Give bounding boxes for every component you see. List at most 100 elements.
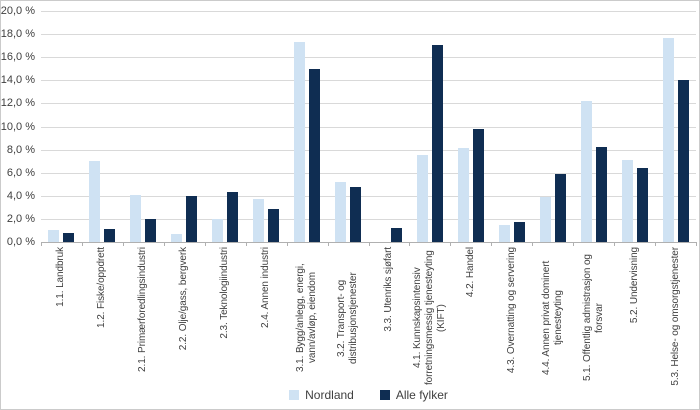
y-axis-tick-label: 10,0 %: [0, 120, 35, 133]
bar-group-3-3-utenriks-sj-fart: [369, 11, 410, 242]
x-axis-cell: 1.1. Landbruk: [41, 247, 82, 389]
plot-area: [41, 11, 696, 243]
y-axis-tick-label: 16,0 %: [0, 51, 35, 64]
gridline: [41, 218, 696, 220]
x-axis-cell: 5.1. Offentlig admistrasjon og forsvar: [573, 247, 614, 389]
axis-tick: [532, 242, 534, 246]
x-axis-category-label: 4.4. Annen privat dominert tjenesteyting: [540, 260, 564, 376]
bar-nordland: [539, 197, 551, 242]
y-axis-tick-label: 12,0 %: [0, 97, 35, 110]
gridline: [41, 11, 696, 12]
x-axis-category-label: 3.2. Transport- og distribusjonstjeneste…: [336, 272, 360, 364]
gridline: [41, 34, 696, 36]
bar-alle-fylker: [186, 195, 198, 242]
x-axis-cell: 1.2. Fiske/oppdrett: [82, 247, 123, 389]
bar-alle-fylker: [390, 228, 402, 242]
x-axis-cell: 3.1. Bygg/anlegg, energi, vann/avløp, ei…: [287, 247, 328, 389]
bar-group-4-1-kunnskapsintensiv-forretni: [409, 11, 450, 242]
axis-tick: [409, 242, 411, 246]
bar-alle-fylker: [145, 218, 157, 242]
bar-group-5-2-undervisning: [614, 11, 655, 242]
axis-tick: [163, 242, 165, 246]
axis-tick: [614, 242, 616, 246]
legend-item-nordland: Nordland: [289, 388, 354, 402]
bar-group-4-4-annen-privat-dominert-tjen: [532, 11, 573, 242]
x-axis-cell: 4.3. Overnatting og servering: [491, 247, 532, 389]
x-axis-cell: 3.2. Transport- og distribusjonstjeneste…: [328, 247, 369, 389]
bar-alle-fylker: [431, 44, 443, 242]
bar-alle-fylker: [595, 147, 607, 242]
x-axis-cell: 2.3. Teknologiindustri: [205, 247, 246, 389]
x-axis-cell: 4.4. Annen privat dominert tjenesteyting: [532, 247, 573, 389]
bar-group-5-3-helse-og-omsorgstjenester: [655, 11, 696, 242]
y-axis-tick-label: 14,0 %: [0, 74, 35, 87]
bar-alle-fylker: [268, 208, 280, 242]
bar-nordland: [498, 224, 510, 242]
legend-label-nordland: Nordland: [305, 388, 354, 402]
axis-tick: [327, 242, 329, 246]
bar-alle-fylker: [309, 68, 321, 242]
bar-group-5-1-offentlig-admistrasjon-og-: [573, 11, 614, 242]
bar-group-1-2-fiske-oppdrett: [82, 11, 123, 242]
bar-nordland: [89, 161, 101, 242]
bar-group-3-2-transport-og-distribusjons: [328, 11, 369, 242]
y-axis-tick-label: 4,0 %: [6, 189, 35, 202]
bar-alle-fylker: [636, 168, 648, 242]
gridline: [41, 149, 696, 151]
x-axis-category-label: 4.3. Overnatting og servering: [505, 247, 517, 374]
axis-tick: [368, 242, 370, 246]
axis-tick: [655, 242, 657, 246]
bar-groups: [41, 11, 696, 242]
x-axis-cell: 2.2. Olje/gass, bergverk: [164, 247, 205, 389]
x-axis-labels: 1.1. Landbruk 1.2. Fiske/oppdrett 2.1. Pri…: [41, 247, 696, 389]
x-axis-cell: 2.1. Primærforedlingsindustri: [123, 247, 164, 389]
x-axis-cell: 4.1. Kunnskapsintensiv forretningsmessig…: [409, 247, 450, 389]
axis-tick: [81, 242, 83, 246]
x-axis-category-label: 1.1. Landbruk: [55, 247, 67, 307]
axis-tick: [286, 242, 288, 246]
axis-tick: [122, 242, 124, 246]
bar-nordland: [335, 181, 347, 242]
bar-nordland: [171, 233, 183, 242]
legend: Nordland Alle fylker: [41, 388, 696, 402]
x-axis-cell: 4.2. Handel: [450, 247, 491, 389]
x-axis-category-label: 5.3. Helse- og omsorgstjenester: [669, 247, 681, 386]
gridline: [41, 103, 696, 105]
x-axis-category-label: 4.2. Handel: [464, 247, 476, 298]
y-axis-tick-label: 20,0 %: [0, 5, 35, 17]
bar-alle-fylker: [227, 192, 239, 242]
bar-nordland: [212, 218, 224, 242]
bar-nordland: [580, 101, 592, 242]
axis-tick: [245, 242, 247, 246]
bar-nordland: [294, 42, 306, 242]
y-axis-tick-label: 6,0 %: [6, 166, 35, 179]
y-axis-tick-label: 8,0 %: [6, 143, 35, 156]
x-axis-category-label: 5.1. Offentlig admistrasjon og forsvar: [581, 254, 605, 382]
legend-swatch-nordland-icon: [289, 390, 300, 400]
bar-alle-fylker: [513, 222, 525, 242]
x-axis-cell: 2.4. Annen industri: [246, 247, 287, 389]
x-axis-cell: 5.2. Undervisning: [614, 247, 655, 389]
bar-nordland: [457, 148, 469, 242]
y-axis-tick-label: 0,0 %: [6, 236, 35, 248]
x-axis-category-label: 4.1. Kunnskapsintensiv forretningsmessig…: [411, 250, 447, 386]
bar-group-4-2-handel: [450, 11, 491, 242]
bar-alle-fylker: [104, 229, 116, 242]
x-axis-category-label: 1.2. Fiske/oppdrett: [96, 247, 108, 328]
gridline: [41, 57, 696, 59]
axis-tick: [41, 242, 42, 246]
gridline: [41, 172, 696, 174]
bar-nordland: [253, 199, 265, 242]
bar-group-2-1-prim-rforedlingsindustri: [123, 11, 164, 242]
legend-item-alle-fylker: Alle fylker: [379, 388, 448, 402]
bar-nordland: [621, 160, 633, 242]
bar-nordland: [130, 194, 142, 242]
bar-group-2-4-annen-industri: [246, 11, 287, 242]
bar-group-3-1-bygg-anlegg-energi-vann-av: [287, 11, 328, 242]
x-axis-category-label: 2.2. Olje/gass, bergverk: [178, 247, 190, 351]
x-axis-category-label: 2.4. Annen industri: [260, 247, 272, 328]
legend-swatch-alle-fylker-icon: [379, 390, 390, 400]
y-axis-tick-label: 2,0 %: [6, 212, 35, 225]
bar-alle-fylker: [63, 232, 75, 242]
